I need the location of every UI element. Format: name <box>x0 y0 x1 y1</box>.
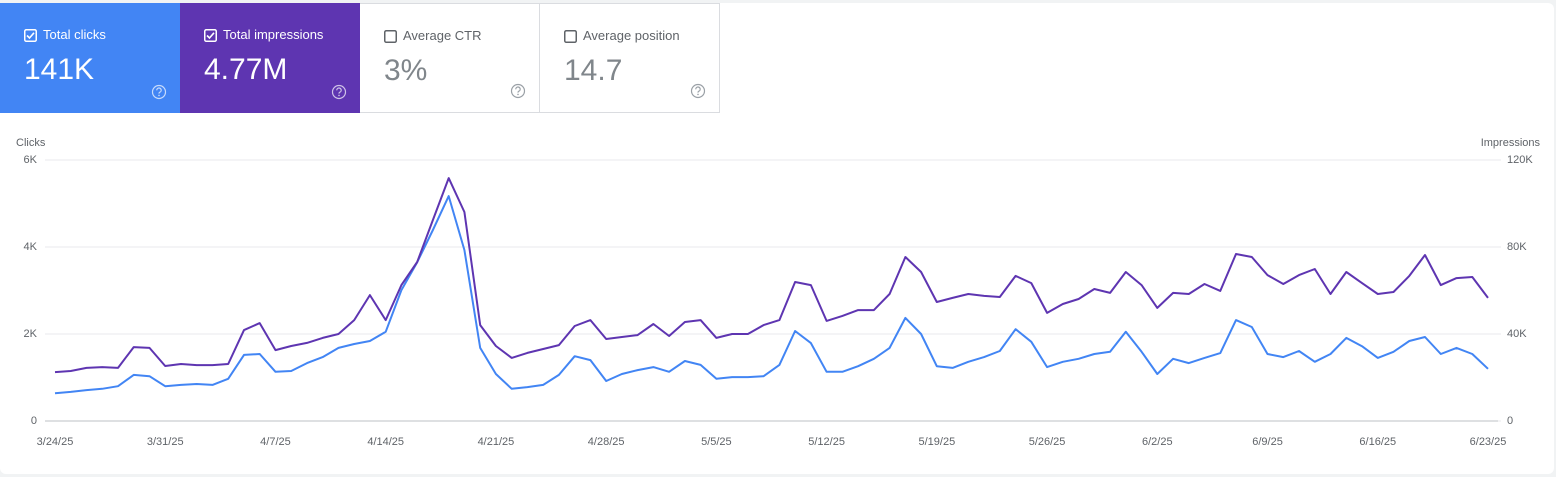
checkmark <box>206 32 215 40</box>
checkbox-box <box>204 29 217 42</box>
x-tick-label: 5/5/25 <box>701 436 732 448</box>
help-dot <box>517 93 519 96</box>
help-dot <box>338 94 340 97</box>
performance-panel: Clicks Impressions 0 2K 4K 6K 0 40K 80K 120K 3/2… <box>0 3 1554 474</box>
help-circle <box>151 84 167 100</box>
checkbox[interactable] <box>384 30 397 43</box>
series-line <box>54 195 1489 395</box>
help-circle <box>690 83 706 99</box>
metric-label: Average position <box>583 28 680 43</box>
y-tick-label: 0 <box>31 415 37 427</box>
metric-value: 141K <box>24 53 95 86</box>
checkbox-box <box>384 30 397 43</box>
metric-label: Average CTR <box>403 28 482 43</box>
metric-card[interactable]: Total clicks 141K <box>0 3 180 113</box>
series-line <box>54 177 1489 374</box>
x-tick-label: 4/7/25 <box>260 436 291 448</box>
help-icon[interactable] <box>510 83 526 99</box>
metric-cards: Total clicks 141K Total impressions 4.77M Av… <box>0 3 720 113</box>
y2-tick-label: 80K <box>1507 241 1527 253</box>
y-tick-label: 2K <box>24 328 38 340</box>
y2-tick-label: 40K <box>1507 328 1527 340</box>
x-tick-label: 4/28/25 <box>588 436 625 448</box>
x-tick-label: 3/24/25 <box>37 436 74 448</box>
checkbox-box <box>564 30 577 43</box>
metric-value: 4.77M <box>204 53 288 86</box>
y-axis-title: Clicks <box>16 137 46 149</box>
help-circle <box>331 84 347 100</box>
help-dot <box>158 94 160 97</box>
help-icon[interactable] <box>331 84 347 100</box>
x-tick-label: 4/14/25 <box>367 436 404 448</box>
metric-card[interactable]: Average position 14.7 <box>540 3 720 113</box>
y-tick-label: 4K <box>24 241 38 253</box>
x-tick-label: 5/12/25 <box>808 436 845 448</box>
x-tick-label: 6/16/25 <box>1359 436 1396 448</box>
metric-value: 3% <box>384 54 428 87</box>
checkbox-box <box>24 29 37 42</box>
checkbox[interactable] <box>24 29 37 42</box>
help-icon[interactable] <box>690 83 706 99</box>
metric-label: Total clicks <box>43 27 106 42</box>
chart: Clicks Impressions 0 2K 4K 6K 0 40K 80K 120K 3/2… <box>16 137 1541 448</box>
metric-label: Total impressions <box>223 27 324 42</box>
x-tick-label: 3/31/25 <box>147 436 184 448</box>
help-mark <box>695 86 701 93</box>
metric-value: 14.7 <box>564 54 623 87</box>
x-tick-label: 5/26/25 <box>1029 436 1066 448</box>
y-tick-label: 6K <box>24 154 38 166</box>
help-mark <box>515 86 521 93</box>
help-circle <box>510 83 526 99</box>
checkbox[interactable] <box>204 29 217 42</box>
checkbox[interactable] <box>564 30 577 43</box>
x-tick-label: 4/21/25 <box>478 436 515 448</box>
y2-tick-label: 0 <box>1507 415 1513 427</box>
x-tick-label: 5/19/25 <box>918 436 955 448</box>
help-mark <box>156 87 162 94</box>
metric-card[interactable]: Total impressions 4.77M <box>180 3 360 113</box>
x-tick-label: 6/23/25 <box>1470 436 1507 448</box>
help-mark <box>336 87 342 94</box>
metric-card[interactable]: Average CTR 3% <box>360 3 540 113</box>
x-tick-label: 6/2/25 <box>1142 436 1173 448</box>
help-dot <box>697 93 699 96</box>
y2-axis-title: Impressions <box>1481 137 1541 149</box>
checkmark <box>26 32 35 40</box>
y2-tick-label: 120K <box>1507 154 1533 166</box>
help-icon[interactable] <box>151 84 167 100</box>
x-tick-label: 6/9/25 <box>1252 436 1283 448</box>
